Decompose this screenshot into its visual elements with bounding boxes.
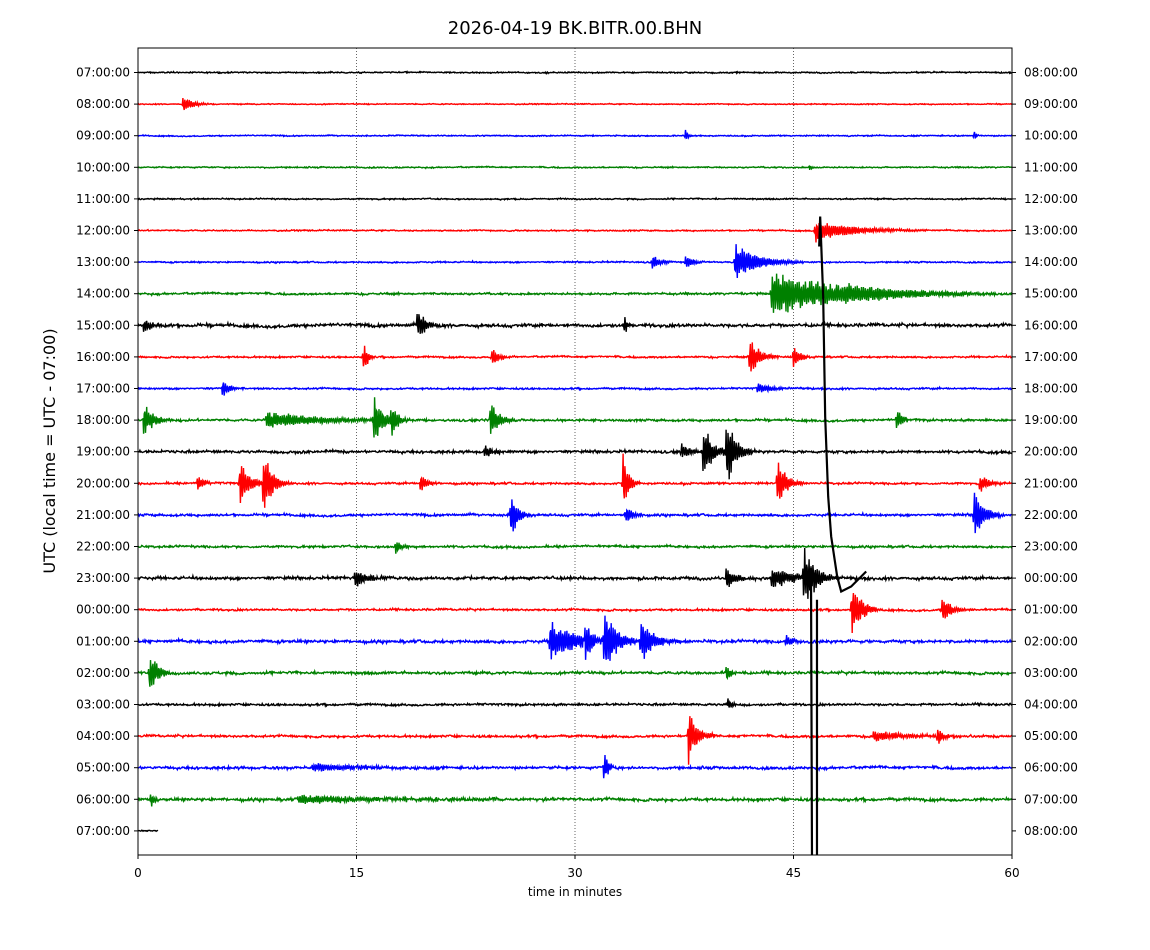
right-tick-label: 08:00:00	[1024, 824, 1078, 838]
right-tick-label: 06:00:00	[1024, 761, 1078, 775]
right-tick-label: 12:00:00	[1024, 192, 1078, 206]
left-tick-label: 15:00:00	[76, 318, 130, 332]
x-tick-label: 0	[134, 866, 142, 880]
big-event-trace	[818, 216, 867, 594]
trace-3	[137, 164, 1012, 171]
right-tick-label: 09:00:00	[1024, 97, 1078, 111]
left-tick-label: 23:00:00	[76, 571, 130, 585]
left-tick-label: 06:00:00	[76, 792, 130, 806]
trace-15	[137, 542, 1013, 554]
big-event-coda	[809, 568, 819, 856]
right-tick-label: 21:00:00	[1024, 476, 1078, 490]
right-tick-label: 18:00:00	[1024, 382, 1078, 396]
trace-0	[137, 70, 1013, 76]
trace-7	[137, 273, 1013, 313]
right-tick-label: 17:00:00	[1024, 350, 1078, 364]
trace-17	[137, 592, 1012, 634]
trace-12	[137, 429, 1013, 480]
right-tick-label: 19:00:00	[1024, 413, 1078, 427]
right-tick-label: 07:00:00	[1024, 792, 1078, 806]
left-tick-label: 12:00:00	[76, 224, 130, 238]
right-tick-label: 00:00:00	[1024, 571, 1078, 585]
trace-1	[137, 97, 1013, 111]
left-tick-label: 11:00:00	[76, 192, 130, 206]
y-axis-label: UTC (local time = UTC - 07:00)	[40, 328, 59, 573]
trace-16	[137, 547, 1013, 599]
right-tick-label: 10:00:00	[1024, 129, 1078, 143]
left-tick-label: 09:00:00	[76, 129, 130, 143]
left-tick-label: 02:00:00	[76, 666, 130, 680]
right-tick-labels: 08:00:00 09:00:00 10:00:00 11:00:00 12:00:00…	[1012, 66, 1078, 838]
right-tick-label: 20:00:00	[1024, 445, 1078, 459]
right-tick-label: 22:00:00	[1024, 508, 1078, 522]
trace-10	[137, 382, 1013, 396]
trace-22	[138, 754, 1013, 779]
right-tick-label: 13:00:00	[1024, 224, 1078, 238]
trace-14	[137, 492, 1012, 534]
trace-21	[137, 716, 1013, 765]
trace-4	[137, 196, 1013, 202]
right-tick-label: 23:00:00	[1024, 540, 1078, 554]
chart-title: 2026-04-19 BK.BITR.00.BHN	[448, 18, 702, 39]
left-tick-label: 10:00:00	[76, 160, 130, 174]
right-tick-label: 04:00:00	[1024, 698, 1078, 712]
trace-8	[137, 313, 1013, 334]
left-tick-label: 03:00:00	[76, 698, 130, 712]
trace-23	[137, 794, 1013, 807]
trace-24	[137, 829, 159, 833]
left-tick-labels: 07:00:00 08:00:00 09:00:00 10:00:00 11:00:00…	[76, 66, 138, 838]
right-tick-label: 16:00:00	[1024, 318, 1078, 332]
left-tick-label: 22:00:00	[76, 540, 130, 554]
left-tick-label: 05:00:00	[76, 761, 130, 775]
trace-11	[137, 397, 1013, 438]
left-tick-label: 17:00:00	[76, 382, 130, 396]
left-tick-label: 07:00:00	[76, 824, 130, 838]
right-tick-label: 08:00:00	[1024, 66, 1078, 80]
x-axis-label: time in minutes	[528, 885, 622, 899]
trace-20	[137, 698, 1013, 709]
left-tick-label: 13:00:00	[76, 255, 130, 269]
grid-lines	[356, 48, 794, 855]
trace-19	[137, 660, 1012, 687]
right-tick-label: 14:00:00	[1024, 255, 1078, 269]
left-tick-label: 04:00:00	[76, 729, 130, 743]
left-tick-label: 16:00:00	[76, 350, 130, 364]
x-tick-label: 30	[567, 866, 582, 880]
left-tick-label: 18:00:00	[76, 413, 130, 427]
left-tick-label: 08:00:00	[76, 97, 130, 111]
left-tick-label: 19:00:00	[76, 445, 130, 459]
right-tick-label: 05:00:00	[1024, 729, 1078, 743]
trace-9	[137, 342, 1013, 372]
x-tick-label: 45	[786, 866, 801, 880]
left-tick-label: 20:00:00	[76, 476, 130, 490]
trace-13	[137, 453, 1013, 508]
trace-6	[137, 244, 1013, 279]
right-tick-label: 01:00:00	[1024, 603, 1078, 617]
trace-group	[137, 70, 1013, 856]
left-tick-label: 01:00:00	[76, 634, 130, 648]
trace-2	[137, 129, 1013, 140]
trace-18	[137, 615, 1013, 661]
left-tick-label: 14:00:00	[76, 287, 130, 301]
right-tick-label: 15:00:00	[1024, 287, 1078, 301]
x-tick-label: 60	[1004, 866, 1019, 880]
x-tick-labels: 0 15 30 45 60	[134, 855, 1020, 880]
right-tick-label: 02:00:00	[1024, 634, 1078, 648]
left-tick-label: 07:00:00	[76, 66, 130, 80]
left-tick-label: 00:00:00	[76, 603, 130, 617]
x-tick-label: 15	[349, 866, 364, 880]
left-tick-label: 21:00:00	[76, 508, 130, 522]
right-tick-label: 11:00:00	[1024, 160, 1078, 174]
trace-5	[137, 222, 1013, 243]
right-tick-label: 03:00:00	[1024, 666, 1078, 680]
